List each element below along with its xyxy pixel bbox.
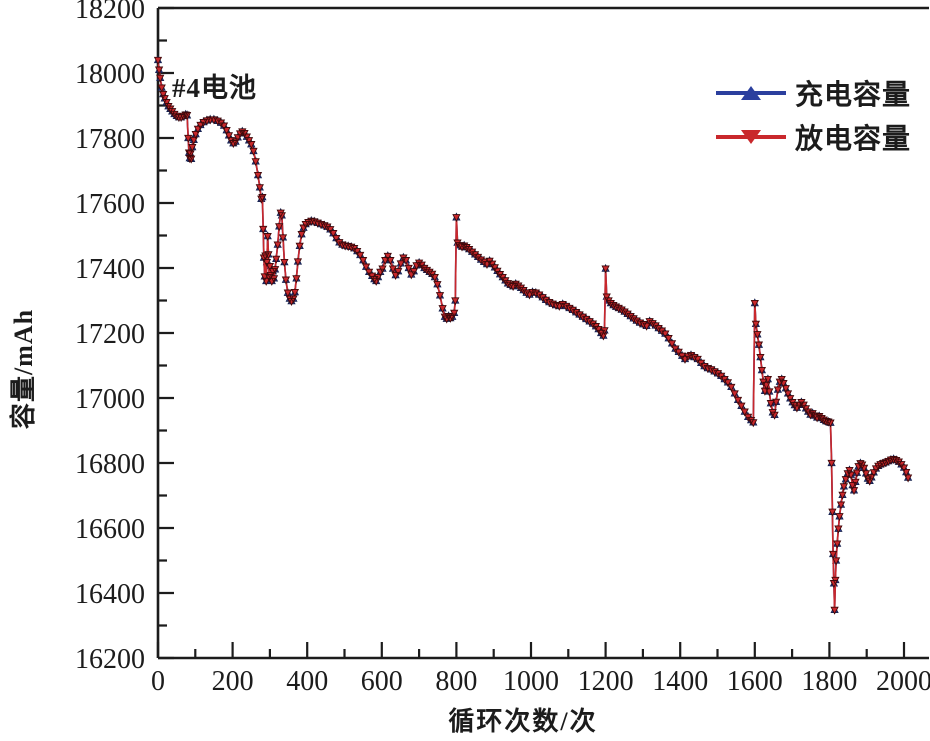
discharge-series: [153, 56, 913, 615]
x-tick-labels: 0 200 400 600 800 1000 1200 1400 1600 1800 2000: [151, 666, 930, 697]
x-tick-label: 1000: [503, 666, 559, 697]
y-tick-label: 18000: [75, 59, 145, 90]
y-tick-label: 17200: [75, 319, 145, 350]
axis-ticks: [156, 6, 906, 660]
x-tick-label: 200: [212, 666, 254, 697]
y-axis-title: 容量/mAh: [9, 308, 38, 430]
legend-item-charge: 充电容量: [716, 74, 911, 112]
y-tick-label: 17400: [75, 254, 145, 285]
x-tick-label: 600: [361, 666, 403, 697]
y-tick-label: 16400: [75, 579, 145, 610]
triangle-down-icon: [741, 130, 761, 144]
x-tick-label: 2000: [876, 666, 930, 697]
y-tick-labels: 16200 16400 16600 16800 17000 17200 17400 17600…: [75, 0, 145, 675]
discharge-line-swatch: [716, 130, 786, 144]
triangle-up-icon: [741, 86, 761, 100]
x-tick-label: 1800: [801, 666, 857, 697]
y-tick-label: 17800: [75, 124, 145, 155]
y-tick-label: 16200: [75, 644, 145, 675]
x-tick-label: 0: [151, 666, 165, 697]
x-tick-label: 400: [286, 666, 328, 697]
legend-label-charge: 充电容量: [795, 80, 912, 111]
x-tick-label: 1600: [727, 666, 783, 697]
y-tick-label: 18200: [75, 0, 145, 25]
y-tick-label: 16600: [75, 514, 145, 545]
x-tick-label: 800: [435, 666, 477, 697]
x-tick-label: 1200: [578, 666, 634, 697]
y-tick-label: 17000: [75, 384, 145, 415]
y-tick-label: 17600: [75, 189, 145, 220]
legend: 充电容量 放电容量: [716, 74, 911, 162]
x-axis-title: 循环次数/次: [448, 707, 598, 736]
legend-label-discharge: 放电容量: [795, 124, 912, 155]
charge-line-swatch: [716, 86, 786, 100]
y-tick-label: 16800: [75, 449, 145, 480]
battery-annotation: #4电池: [172, 73, 257, 103]
x-tick-label: 1400: [652, 666, 708, 697]
legend-item-discharge: 放电容量: [716, 118, 911, 156]
